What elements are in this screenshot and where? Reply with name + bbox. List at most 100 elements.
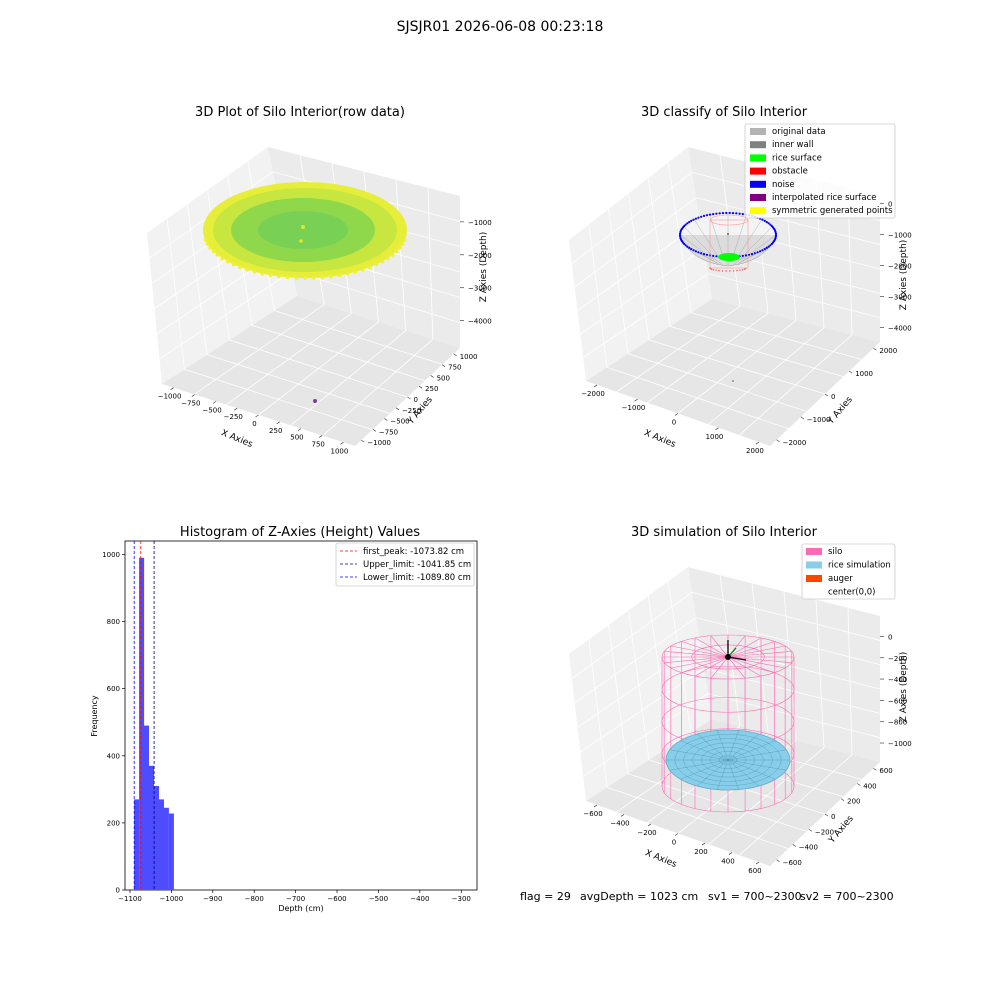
grid-line: [582, 273, 709, 358]
y-tick-label: −250: [402, 407, 421, 415]
x-tick-label: 0: [672, 839, 676, 847]
noise-point: [738, 212, 741, 215]
silo-roof-spoke: [727, 641, 775, 658]
x-tick-mark: [212, 401, 217, 404]
obstacle-point: [741, 269, 744, 271]
sim-rice-mesh: [666, 730, 790, 790]
histogram-legend: first_peak: -1073.82 cm Upper_limit: -104…: [335, 542, 475, 587]
y-tick-label: 200: [847, 798, 860, 806]
noise-point: [770, 242, 774, 245]
y-tick-label: 1000: [460, 353, 478, 361]
histogram-bar: [168, 813, 174, 890]
silo-roof-spoke: [664, 656, 729, 663]
legend-label: obstacle: [772, 167, 808, 177]
histogram-bar: [163, 807, 169, 890]
noise-point: [750, 253, 754, 256]
legend-swatch: [750, 128, 766, 135]
x-tick-mark: [674, 413, 679, 416]
y-tick-label: −750: [379, 428, 398, 436]
y-tick-mark: [840, 798, 845, 802]
obstacle-point: [743, 268, 746, 270]
noise-point: [694, 217, 698, 220]
legend-swatch: [750, 167, 766, 175]
rice-mesh-spoke: [727, 759, 787, 771]
histogram-bars: [134, 557, 174, 890]
noise-point: [725, 211, 728, 215]
raw-edge-point: [312, 276, 316, 280]
x-tick-label: −600: [583, 810, 602, 818]
raw-y-ticks: 1000 750 500 250 0 −250 −500 −750 −1000: [361, 353, 478, 447]
sim-gridlines: [571, 575, 881, 856]
histogram-bar: [144, 725, 149, 890]
classify-center-point: [727, 233, 729, 235]
x-tick-label: −400: [610, 819, 629, 827]
raw-edge-point: [208, 245, 212, 250]
raw-edge-point: [268, 273, 273, 278]
noise-point: [715, 212, 718, 215]
x-tick-label: −250: [224, 413, 243, 421]
noise-point: [718, 212, 721, 215]
wall-mesh-line: [709, 214, 723, 256]
silo-roof-spoke: [710, 656, 729, 679]
x-tick-mark: [276, 421, 280, 425]
y-tick-label: 250: [425, 385, 438, 393]
obstacle-point: [715, 269, 717, 271]
classify-left-pane: [569, 147, 712, 381]
rice-mesh-spoke: [727, 759, 760, 787]
raw-z-ticks: −1000 −2000 −3000 −4000: [460, 219, 492, 326]
status-avg-depth: avgDepth = 1023 cm: [580, 890, 698, 903]
z-tick-label: −600: [888, 697, 907, 705]
z-tick-label: 0: [888, 200, 892, 208]
legend-swatch: [750, 154, 766, 162]
y-tick-mark: [430, 375, 434, 378]
rice-mesh-spoke: [717, 730, 729, 761]
raw-point-edge-dots: [203, 238, 407, 280]
classify-stray-point: [732, 380, 734, 382]
y-tick-mark: [407, 396, 411, 400]
panel-classify-title: 3D classify of Silo Interior: [641, 105, 808, 120]
noise-point: [702, 214, 706, 217]
rice-mesh-spoke: [669, 749, 729, 761]
y-tick-label: 0: [831, 813, 835, 821]
y-tick-label: 0: [831, 393, 835, 401]
raw-edge-point: [260, 271, 265, 276]
y-tick-mark: [776, 439, 780, 443]
rice-mesh-spoke: [680, 759, 729, 780]
noise-point: [686, 222, 689, 225]
sim-auger-axis-x: [727, 656, 747, 661]
raw-edge-point: [329, 274, 333, 279]
legend-label: original data: [772, 127, 826, 137]
noise-point: [683, 225, 686, 228]
noise-point: [697, 251, 700, 254]
histogram-bar: [154, 786, 159, 890]
x-tick-label: 2000: [746, 447, 764, 455]
wall-mesh-line: [733, 214, 747, 256]
raw-edge-point: [277, 274, 281, 279]
raw-edge-point: [394, 249, 399, 254]
z-tick-label: −800: [888, 719, 907, 727]
raw-edge-point: [380, 259, 385, 264]
status-sv1: sv1 = 700~2300: [708, 890, 802, 903]
legend-label: center(0,0): [828, 588, 876, 598]
z-tick-label: −4000: [888, 324, 912, 332]
obstacle-point: [732, 270, 735, 272]
classify-floor-pane: [586, 299, 880, 446]
noise-point: [712, 213, 715, 216]
sim-x-ticks: −600 −400 −200 0 200 400 600: [583, 804, 762, 875]
noise-point: [761, 249, 764, 252]
x-tick-mark: [620, 814, 625, 817]
y-tick-mark: [453, 353, 457, 357]
noise-point: [767, 245, 770, 248]
histogram-legend-items: first_peak: -1073.82 cm Upper_limit: -104…: [340, 547, 471, 583]
wall-mesh-line: [741, 234, 777, 261]
raw-floor-pane: [162, 296, 460, 446]
obstacle-point: [736, 269, 738, 272]
histogram-y-tick-label: 800: [107, 618, 120, 626]
rice-mesh-spoke: [727, 730, 739, 761]
raw-edge-point: [238, 265, 242, 270]
sim-z-axis-label: Z Axies (Depth): [899, 652, 909, 723]
y-tick-mark: [849, 370, 853, 374]
y-tick-mark: [857, 783, 861, 786]
raw-x-ticks: −1000−750−500−250 0 250 500 750 1000: [158, 387, 348, 455]
noise-point: [765, 246, 768, 249]
